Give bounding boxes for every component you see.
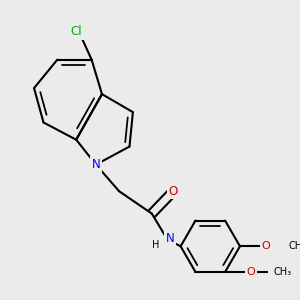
Text: N: N xyxy=(92,158,100,171)
Text: O: O xyxy=(261,241,270,251)
Text: CH₃: CH₃ xyxy=(288,241,300,251)
Text: O: O xyxy=(169,185,178,198)
Text: CH₃: CH₃ xyxy=(273,267,291,277)
Text: O: O xyxy=(247,267,255,277)
Text: N: N xyxy=(166,232,174,245)
Text: Cl: Cl xyxy=(70,25,82,38)
Text: H: H xyxy=(152,240,160,250)
